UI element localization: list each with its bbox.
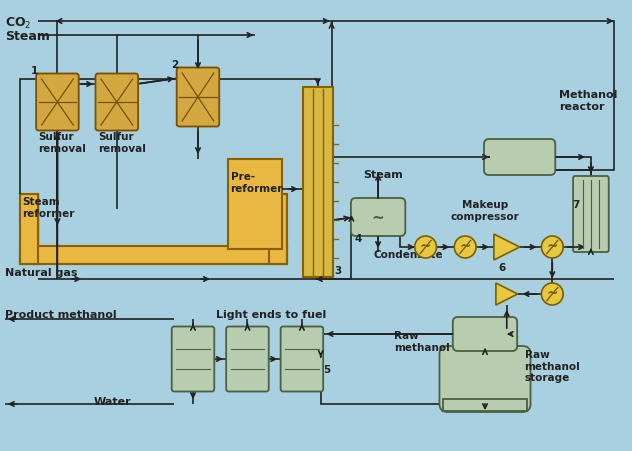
Polygon shape [496,283,518,305]
Text: Raw
methanol: Raw methanol [394,330,450,352]
Text: Makeup
compressor: Makeup compressor [451,199,520,221]
Text: 1: 1 [30,66,38,76]
Text: Natural gas: Natural gas [5,267,78,277]
Text: ~: ~ [459,239,471,253]
Text: Steam: Steam [363,170,403,179]
FancyBboxPatch shape [439,346,530,412]
Circle shape [415,236,437,258]
Text: Raw
methanol
storage: Raw methanol storage [525,349,580,382]
FancyBboxPatch shape [351,198,405,236]
Polygon shape [494,235,520,260]
Text: Steam: Steam [5,30,50,43]
Text: ~: ~ [547,286,558,300]
Text: Condensate: Condensate [373,249,443,259]
FancyBboxPatch shape [20,246,287,264]
FancyBboxPatch shape [453,318,517,351]
Text: ~: ~ [547,239,558,253]
Text: Water: Water [94,396,131,406]
Text: Steam
reformer: Steam reformer [21,197,74,218]
Circle shape [542,236,563,258]
FancyBboxPatch shape [36,74,79,131]
FancyBboxPatch shape [269,194,287,264]
Text: Sulfur
removal: Sulfur removal [98,132,146,153]
Text: Methanol
reactor: Methanol reactor [559,90,617,111]
Text: 4: 4 [355,234,362,244]
FancyBboxPatch shape [444,399,526,411]
Text: 2: 2 [171,60,178,70]
FancyBboxPatch shape [573,177,609,253]
Text: Sulfur
removal: Sulfur removal [39,132,87,153]
FancyBboxPatch shape [20,194,38,264]
Text: Light ends to fuel: Light ends to fuel [216,309,326,319]
FancyBboxPatch shape [226,327,269,391]
FancyBboxPatch shape [95,74,138,131]
FancyBboxPatch shape [172,327,214,391]
Text: ~: ~ [372,210,384,225]
Text: Pre-
reformer: Pre- reformer [231,172,283,193]
FancyBboxPatch shape [177,69,219,127]
FancyBboxPatch shape [281,327,323,391]
Text: Product methanol: Product methanol [5,309,116,319]
Text: CO$_2$: CO$_2$ [5,16,32,31]
Circle shape [454,236,476,258]
Text: 7: 7 [572,199,580,210]
Text: ~: ~ [420,239,432,253]
FancyBboxPatch shape [484,140,556,175]
FancyBboxPatch shape [303,88,332,277]
Circle shape [542,283,563,305]
Text: 3: 3 [334,265,342,276]
Text: 6: 6 [499,262,506,272]
Text: 5: 5 [324,364,331,374]
FancyBboxPatch shape [228,160,282,249]
